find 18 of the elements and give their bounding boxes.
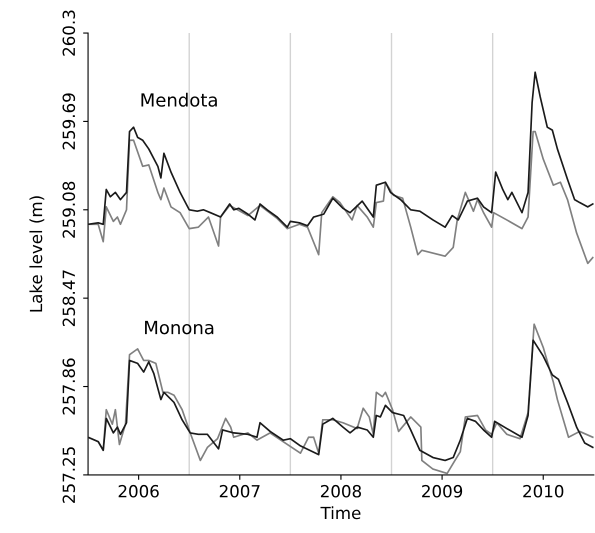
- x-tick-label: 2008: [320, 484, 361, 498]
- x-tick-label: 2009: [422, 484, 462, 498]
- annotation: Monona: [145, 320, 214, 334]
- y-axis-title: Lake level (m): [29, 196, 44, 312]
- x-tick-label: 2010: [523, 484, 564, 498]
- y-tick-label: 257.86: [62, 358, 76, 414]
- x-tick-label: 2007: [220, 484, 260, 498]
- line-series: [88, 339, 594, 462]
- x-axis-title: Time: [320, 506, 360, 520]
- line-series: [88, 71, 594, 228]
- line-series: [88, 130, 594, 264]
- x-tick-label: 2006: [118, 484, 159, 498]
- y-tick-label: 260.3: [62, 10, 76, 56]
- y-tick-label: 258.47: [62, 270, 76, 326]
- y-tick-label: 259.69: [62, 93, 76, 150]
- annotation: Mendota: [141, 92, 217, 107]
- y-tick-label: 259.08: [62, 182, 76, 238]
- y-tick-label: 257.25: [62, 447, 76, 503]
